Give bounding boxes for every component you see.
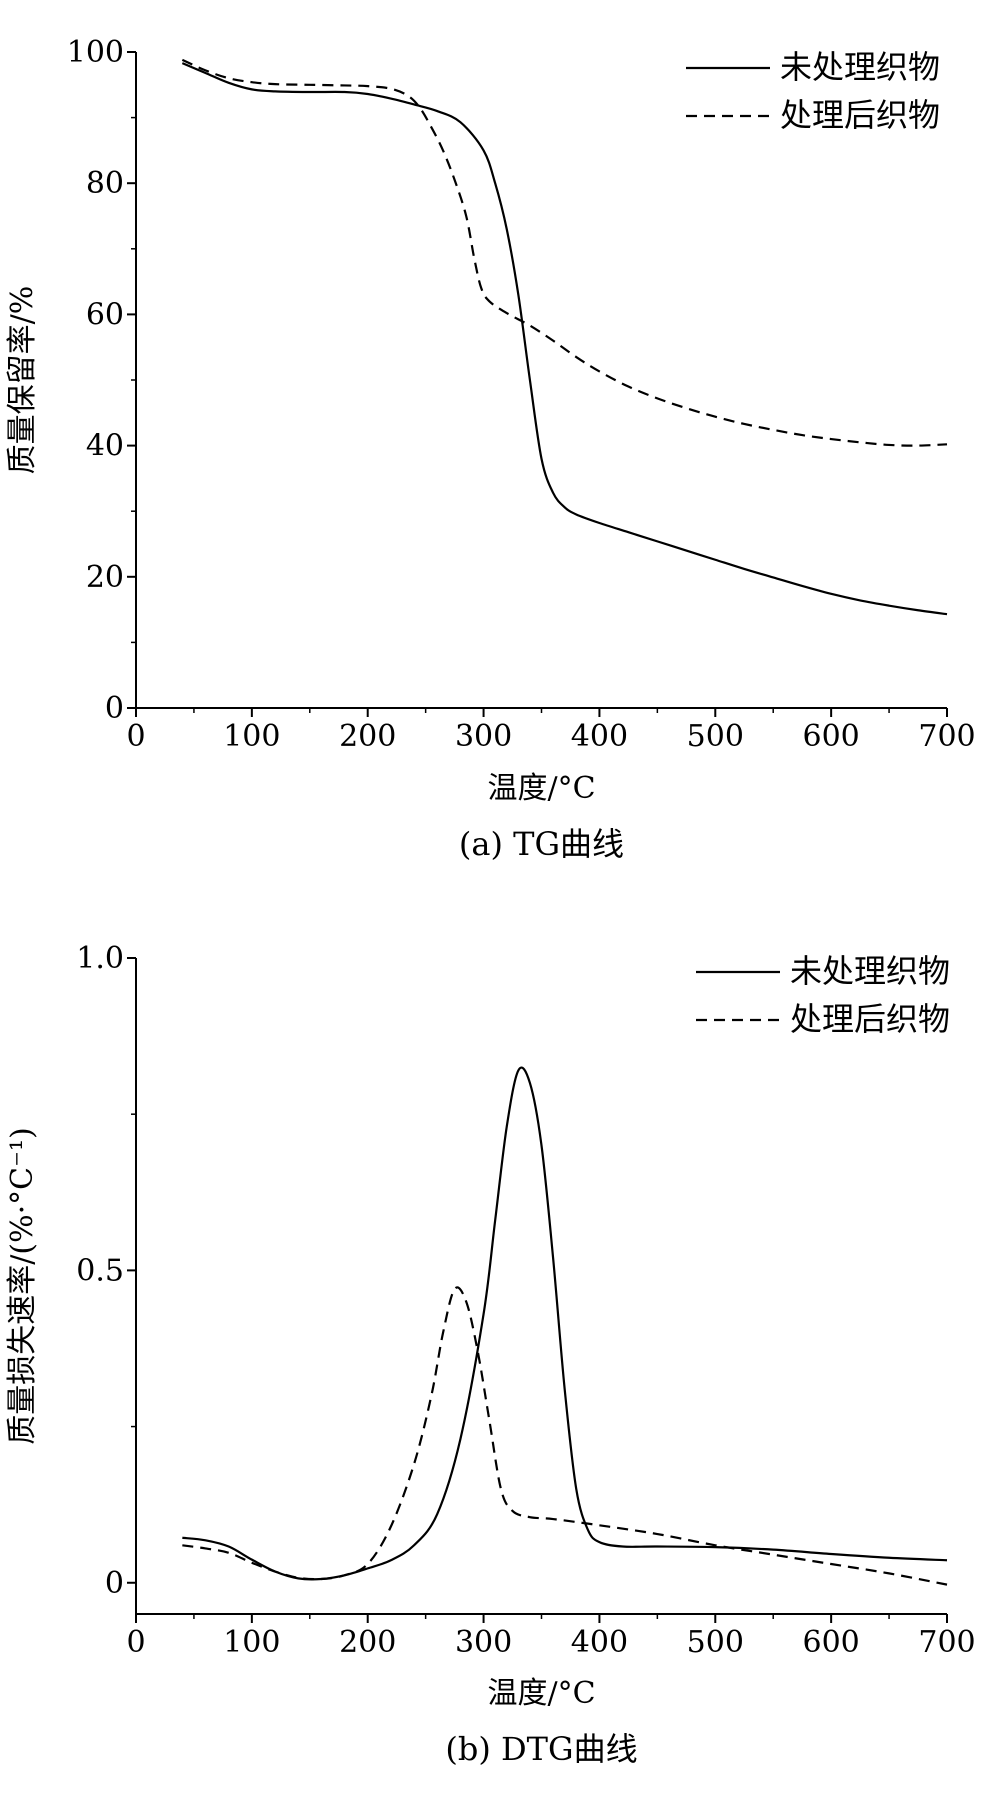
x-tick-label: 600 (803, 1625, 860, 1660)
x-tick-label: 0 (126, 1625, 145, 1660)
y-tick-label: 0 (105, 691, 124, 726)
chart-caption: (b) DTG曲线 (445, 1730, 637, 1768)
x-tick-label: 100 (223, 1625, 280, 1660)
y-tick-label: 20 (86, 560, 124, 595)
x-tick-label: 400 (571, 1625, 628, 1660)
legend-label: 未处理织物 (780, 48, 940, 86)
legend-label: 处理后织物 (790, 1000, 950, 1038)
y-tick-label: 0 (105, 1566, 124, 1601)
y-tick-label: 0.5 (76, 1253, 124, 1288)
legend-label: 未处理织物 (790, 952, 950, 990)
series-line-untreated (182, 1066, 948, 1581)
x-tick-label: 100 (223, 719, 280, 754)
chart-tg: 0 100 200 300 400 500 600 700 0 20 40 60 80 100 温度/°C 质… (5, 35, 976, 863)
x-tick-label: 300 (455, 719, 512, 754)
chart-caption: (a) TG曲线 (459, 825, 624, 863)
x-axis-title: 温度/°C (487, 771, 595, 806)
legend-label: 处理后织物 (780, 96, 940, 134)
x-tick-label: 200 (339, 719, 396, 754)
x-tick-label: 700 (918, 1625, 975, 1660)
series-line-untreated (181, 62, 948, 616)
y-tick-label: 1.0 (76, 941, 124, 976)
x-tick-label: 700 (918, 719, 975, 754)
x-tick-label: 600 (803, 719, 860, 754)
x-tick-label: 300 (455, 1625, 512, 1660)
chart-dtg: 0 100 200 300 400 500 600 700 0 0.5 1.0 温度/°C 质量损失速率… (5, 941, 976, 1768)
y-tick-label: 40 (86, 429, 124, 464)
series-line-treated (182, 1286, 948, 1586)
series-line-treated (181, 58, 948, 447)
x-axis-title: 温度/°C (487, 1676, 595, 1711)
x-tick-label: 500 (687, 719, 744, 754)
y-axis-title: 质量保留率/% (5, 286, 40, 475)
y-tick-label: 80 (86, 166, 124, 201)
x-tick-label: 0 (126, 719, 145, 754)
x-tick-label: 400 (571, 719, 628, 754)
x-tick-label: 200 (339, 1625, 396, 1660)
y-tick-label: 100 (67, 35, 124, 70)
x-tick-label: 500 (687, 1625, 744, 1660)
y-tick-label: 60 (86, 297, 124, 332)
y-axis-title: 质量损失速率/(%·°C⁻¹) (5, 1127, 40, 1444)
